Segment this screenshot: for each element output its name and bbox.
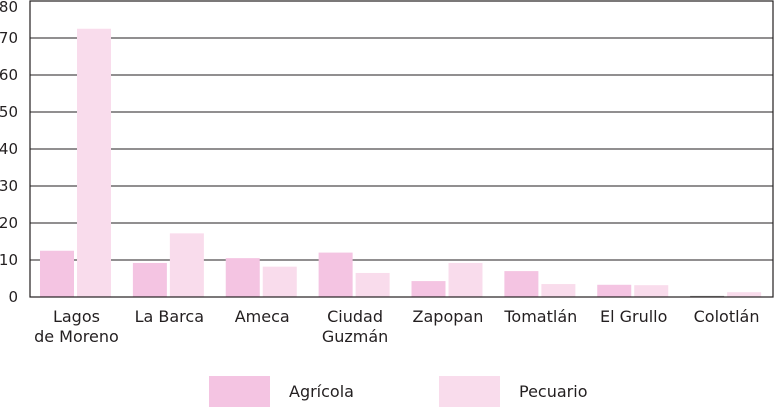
plot-border (29, 0, 774, 298)
y-tick-label: 40 (0, 140, 18, 158)
y-tick-label: 0 (8, 288, 18, 306)
x-tick-label: de Moreno (34, 327, 119, 346)
bar-pecuario-1 (169, 233, 204, 297)
bar-pecuario-2 (262, 266, 297, 297)
y-tick-label: 60 (0, 66, 18, 84)
x-tick-label: Tomatlán (503, 307, 577, 326)
x-tick-label: Guzmán (322, 327, 388, 346)
x-tick-label: Colotlán (694, 307, 760, 326)
legend-label: Pecuario (519, 382, 587, 401)
bar-agrcola-3 (318, 252, 353, 297)
bar-pecuario-4 (448, 262, 483, 297)
y-tick-label: 50 (0, 103, 18, 121)
x-tick-label: Ameca (235, 307, 290, 326)
bar-pecuario-5 (541, 284, 576, 297)
x-tick-label: La Barca (135, 307, 204, 326)
bar-pecuario-0 (77, 28, 111, 297)
bar-agrcola-1 (132, 262, 167, 297)
bar-agrcola-2 (225, 258, 260, 297)
x-tick-label: Ciudad (327, 307, 383, 326)
bar-agrcola-6 (597, 284, 632, 297)
y-tick-label: 20 (0, 214, 18, 232)
y-axis-ticks: 0 10 20 30 40 50 60 70 80 (0, 0, 18, 306)
bar-agrcola-5 (504, 271, 539, 297)
x-tick-label: Zapopan (413, 307, 484, 326)
bar-agrcola-0 (40, 250, 74, 297)
y-tick-label: 10 (0, 251, 18, 269)
x-tick-label: Lagos (53, 307, 100, 326)
bar-pecuario-7 (727, 292, 762, 297)
bar-agrcola-4 (411, 281, 446, 297)
plot-frame (29, 0, 774, 298)
x-tick-label: El Grullo (600, 307, 667, 326)
y-tick-label: 70 (0, 29, 18, 47)
bar-pecuario-3 (355, 272, 390, 297)
bars (40, 28, 762, 297)
y-tick-label: 30 (0, 177, 18, 195)
y-tick-label: 80 (0, 0, 18, 16)
grid-lines (30, 37, 773, 261)
legend: Agrícola Pecuario (209, 376, 587, 407)
legend-swatch (439, 376, 500, 407)
legend-swatch (209, 376, 270, 407)
legend-label: Agrícola (289, 382, 354, 401)
bar-pecuario-6 (634, 285, 669, 297)
